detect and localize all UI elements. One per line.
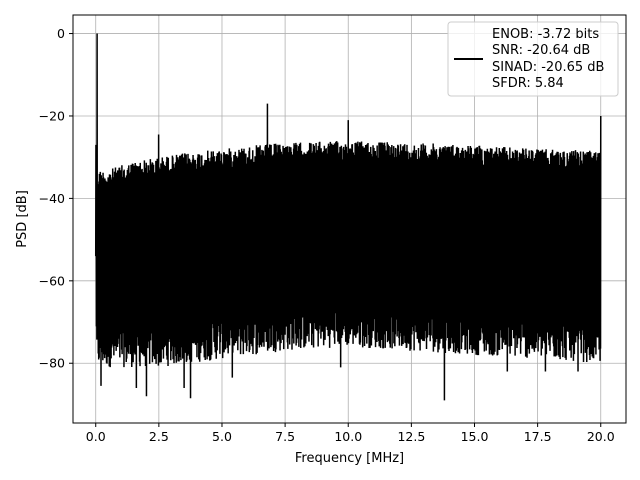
y-tick-label: −80 <box>39 356 65 371</box>
x-tick-label: 2.5 <box>149 429 169 444</box>
x-axis-ticks: 0.0 2.5 5.0 7.5 10.0 12.5 15.0 17.5 20.0 <box>86 423 615 444</box>
x-tick-label: 17.5 <box>524 429 552 444</box>
legend: ENOB: -3.72 bits SNR: -20.64 dB SINAD: -… <box>447 21 619 97</box>
legend-entry-sinad: SINAD: -20.65 dB <box>492 60 604 75</box>
legend-box <box>447 21 619 97</box>
y-tick-label: 0 <box>57 26 65 41</box>
y-tick-label: −60 <box>39 273 65 288</box>
legend-entry-snr: SNR: -20.64 dB <box>492 43 590 58</box>
legend-entry-sfdr: SFDR: 5.84 <box>492 76 564 91</box>
x-tick-label: 12.5 <box>397 429 425 444</box>
y-axis-label: PSD [dB] <box>15 190 30 248</box>
y-tick-label: −20 <box>39 108 65 123</box>
plot-frame <box>72 14 627 424</box>
x-axis-label: Frequency [MHz] <box>295 451 404 466</box>
x-tick-label: 10.0 <box>334 429 362 444</box>
x-tick-label: 5.0 <box>212 429 232 444</box>
x-tick-label: 0.0 <box>86 429 106 444</box>
x-tick-label: 15.0 <box>461 429 489 444</box>
legend-entry-enob: ENOB: -3.72 bits <box>492 27 599 42</box>
y-axis-ticks: 0 −20 −40 −60 −80 <box>39 26 73 371</box>
x-tick-label: 20.0 <box>587 429 615 444</box>
y-tick-label: −40 <box>39 191 65 206</box>
psd-series <box>94 33 602 401</box>
x-tick-label: 7.5 <box>275 429 295 444</box>
